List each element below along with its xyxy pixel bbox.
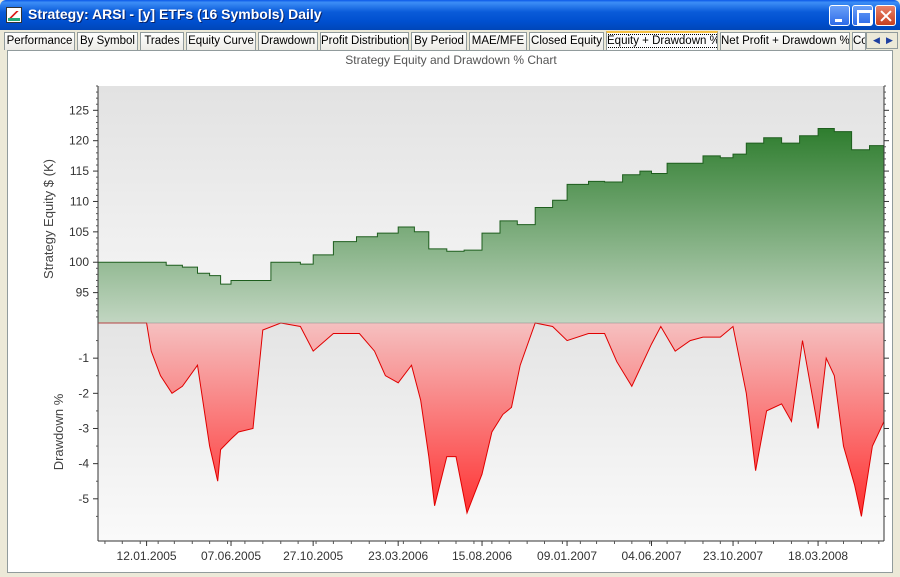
drawdown-y-tick-label: -2 [78,386,89,400]
tab-truncated[interactable]: Co [852,32,866,50]
minimize-button[interactable] [829,5,850,26]
x-tick-label: 18.03.2008 [788,549,848,563]
x-tick-label: 04.06.2007 [621,549,681,563]
tab-closed-equity[interactable]: Closed Equity [529,32,604,50]
report-tabs: Performance By Symbol Trades Equity Curv… [4,31,898,51]
tab-performance[interactable]: Performance [4,32,75,50]
tab-by-period[interactable]: By Period [411,32,467,50]
drawdown-y-tick-label: -3 [78,421,89,435]
drawdown-y-tick-label: -5 [78,492,89,506]
equity-line [98,128,885,285]
tab-net-profit-drawdown[interactable]: Net Profit + Drawdown % [720,32,850,50]
tab-profit-distribution[interactable]: Profit Distribution [320,32,409,50]
tab-by-symbol[interactable]: By Symbol [77,32,138,50]
drawdown-line [98,322,885,517]
x-tick-label: 15.08.2006 [452,549,512,563]
equity-y-tick-label: 95 [76,286,90,300]
equity-y-tick-label: 120 [69,134,89,148]
x-tick-label: 27.10.2005 [283,549,343,563]
drawdown-y-tick-label: -4 [78,457,89,471]
equity-y-tick-label: 100 [69,255,89,269]
x-tick-label: 09.01.2007 [537,549,597,563]
close-button[interactable] [875,5,896,26]
equity-y-tick-label: 110 [70,194,89,208]
tab-mae-mfe[interactable]: MAE/MFE [469,32,527,50]
drawdown-y-axis-label: Drawdown % [51,393,66,470]
x-tick-label: 23.03.2006 [368,549,428,563]
equity-y-tick-label: 125 [69,103,89,117]
tab-drawdown[interactable]: Drawdown [258,32,318,50]
chart-app-icon[interactable] [6,7,22,23]
x-tick-label: 23.10.2007 [703,549,763,563]
maximize-button[interactable] [852,5,873,26]
x-tick-label: 07.06.2005 [201,549,261,563]
chevron-right-icon[interactable]: ▶ [886,35,893,45]
equity-y-tick-label: 105 [69,225,89,239]
chart-panel: Strategy Equity and Drawdown % Chart 95 1… [7,50,893,573]
window-title: Strategy: ARSI - [y] ETFs (16 Symbols) D… [28,6,322,22]
equity-area [98,128,884,323]
chevron-left-icon[interactable]: ◀ [873,35,880,45]
title-bar[interactable]: Strategy: ARSI - [y] ETFs (16 Symbols) D… [0,0,900,30]
x-tick-label: 12.01.2005 [117,549,177,563]
tab-equity-curve[interactable]: Equity Curve [186,32,256,50]
tab-scroll-arrows[interactable]: ◀ ▶ [866,32,898,49]
equity-y-axis-label: Strategy Equity $ (K) [41,159,56,279]
chart-title: Strategy Equity and Drawdown % Chart [345,53,557,67]
equity-y-tick-label: 115 [70,164,89,178]
drawdown-y-tick-label: -1 [78,351,89,365]
tab-trades[interactable]: Trades [140,32,184,50]
equity-drawdown-chart: Strategy Equity and Drawdown % Chart 95 1… [41,53,889,563]
tab-equity-drawdown[interactable]: Equity + Drawdown % [606,31,718,51]
drawdown-area [98,323,884,517]
